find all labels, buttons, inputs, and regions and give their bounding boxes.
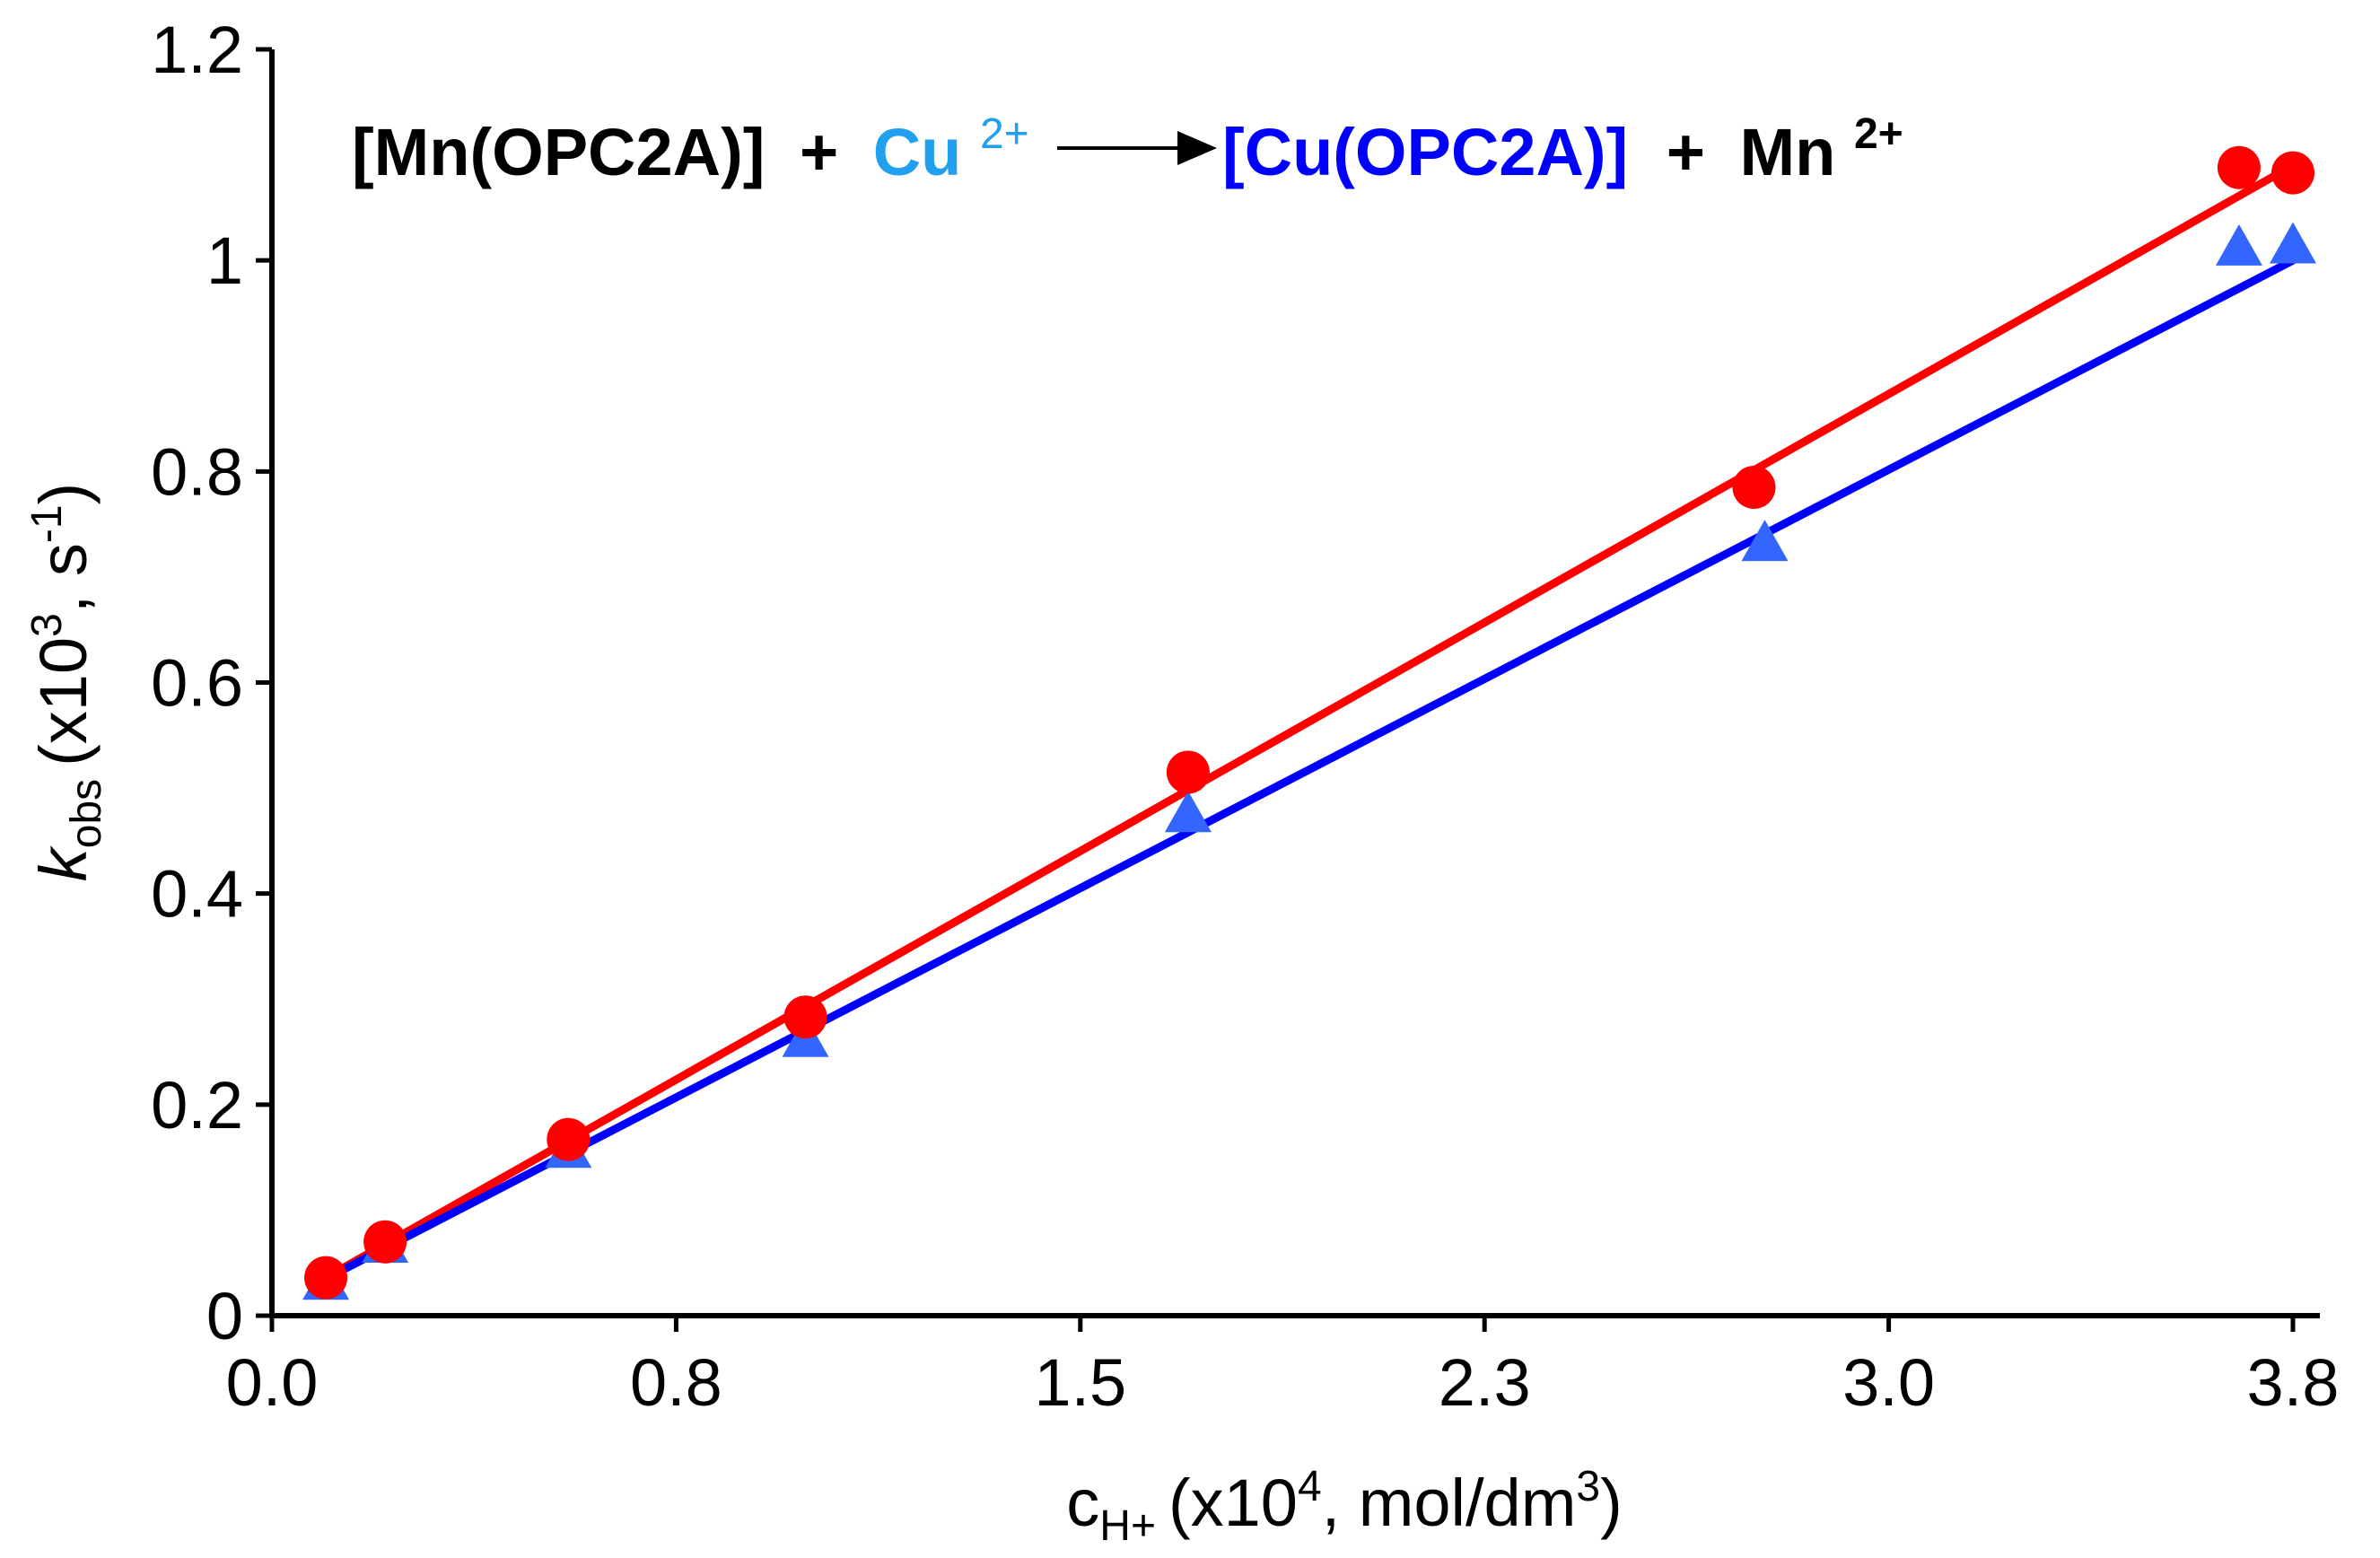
fit-lines — [321, 161, 2297, 1283]
data-point-circles — [783, 995, 827, 1039]
markers — [302, 145, 2316, 1300]
eq-reactant: [Mn(OPC2A)] — [352, 115, 765, 189]
y-tick-label: 0.4 — [151, 857, 243, 932]
y-tick-label: 0.6 — [151, 646, 243, 721]
y-axis-symbol: k — [26, 845, 101, 881]
x-ticks: 0.0 0.8 1.5 2.3 3.0 3.8 — [226, 1316, 2340, 1420]
data-point-circles — [1732, 465, 1776, 509]
reaction-equation: [Mn(OPC2A)] + Cu 2+ [Cu(OPC2A)] + Mn 2+ — [352, 110, 1903, 189]
eq-ion-out: Mn — [1740, 115, 1836, 189]
x-axis-text-c: ) — [1600, 1466, 1623, 1540]
y-tick-label: 0.2 — [151, 1068, 243, 1142]
x-tick-label: 2.3 — [1439, 1345, 1531, 1420]
y-axis-text-a: (x10 — [26, 637, 101, 766]
data-point-circles — [2217, 145, 2261, 189]
x-axis-text-b: , mol/dm — [1322, 1466, 1577, 1540]
x-axis-title: cH+ (x104, mol/dm3) — [1066, 1463, 1622, 1550]
y-tick-label: 0 — [206, 1279, 243, 1353]
x-tick-label: 0.8 — [630, 1345, 722, 1420]
data-point-triangles — [2269, 222, 2316, 264]
x-tick-label: 3.0 — [1842, 1345, 1935, 1420]
y-axis-text-c: ) — [26, 483, 101, 505]
eq-plus-1: + — [800, 115, 838, 189]
y-axis-title: kobs (x103, s-1) — [23, 483, 110, 882]
data-point-triangles — [2215, 223, 2262, 266]
y-axis-unit-power: -1 — [23, 504, 71, 543]
x-axis-text-a: (x10 — [1168, 1466, 1298, 1540]
y-axis-text-b: , s — [26, 543, 101, 613]
y-tick-label: 1.2 — [151, 13, 243, 87]
reaction-arrow — [1057, 131, 1217, 165]
eq-ion-in-charge: 2+ — [980, 110, 1029, 158]
x-tick-label: 0.0 — [226, 1345, 319, 1420]
x-tick-label: 1.5 — [1034, 1345, 1126, 1420]
data-point-circles — [304, 1256, 348, 1300]
data-point-circles — [547, 1117, 591, 1161]
y-tick-label: 1 — [206, 223, 243, 298]
eq-ion-out-charge: 2+ — [1854, 110, 1903, 158]
y-axis-power: 3 — [23, 613, 71, 637]
eq-product: [Cu(OPC2A)] — [1222, 115, 1628, 189]
y-axis-subscript: obs — [63, 779, 110, 848]
data-point-triangles — [1741, 520, 1789, 562]
x-axis-subscript: H+ — [1099, 1502, 1156, 1550]
fit-line-circles — [321, 161, 2297, 1282]
y-ticks: 0 0.2 0.4 0.6 0.8 1 1.2 — [151, 13, 272, 1353]
fit-line-triangles — [321, 256, 2297, 1283]
x-axis-symbol: c — [1066, 1466, 1099, 1540]
x-axis-unit-power: 3 — [1576, 1463, 1600, 1510]
x-axis-power: 4 — [1298, 1463, 1322, 1510]
y-tick-label: 0.8 — [151, 434, 243, 509]
data-point-circles — [2271, 151, 2314, 195]
data-point-triangles — [1164, 791, 1212, 833]
x-tick-label: 3.8 — [2247, 1345, 2340, 1420]
data-point-circles — [1166, 750, 1210, 794]
eq-ion-in: Cu — [873, 115, 962, 189]
data-point-circles — [363, 1220, 407, 1264]
svg-text:[Cu(OPC2A)] + Mn: [Cu(OPC2A)] + Mn 2+ — [1222, 110, 1903, 189]
svg-text:[Mn(OPC2A)] + Cu: [Mn(OPC2A)] + Cu 2+ — [352, 110, 1029, 189]
eq-plus-2: + — [1667, 115, 1705, 189]
